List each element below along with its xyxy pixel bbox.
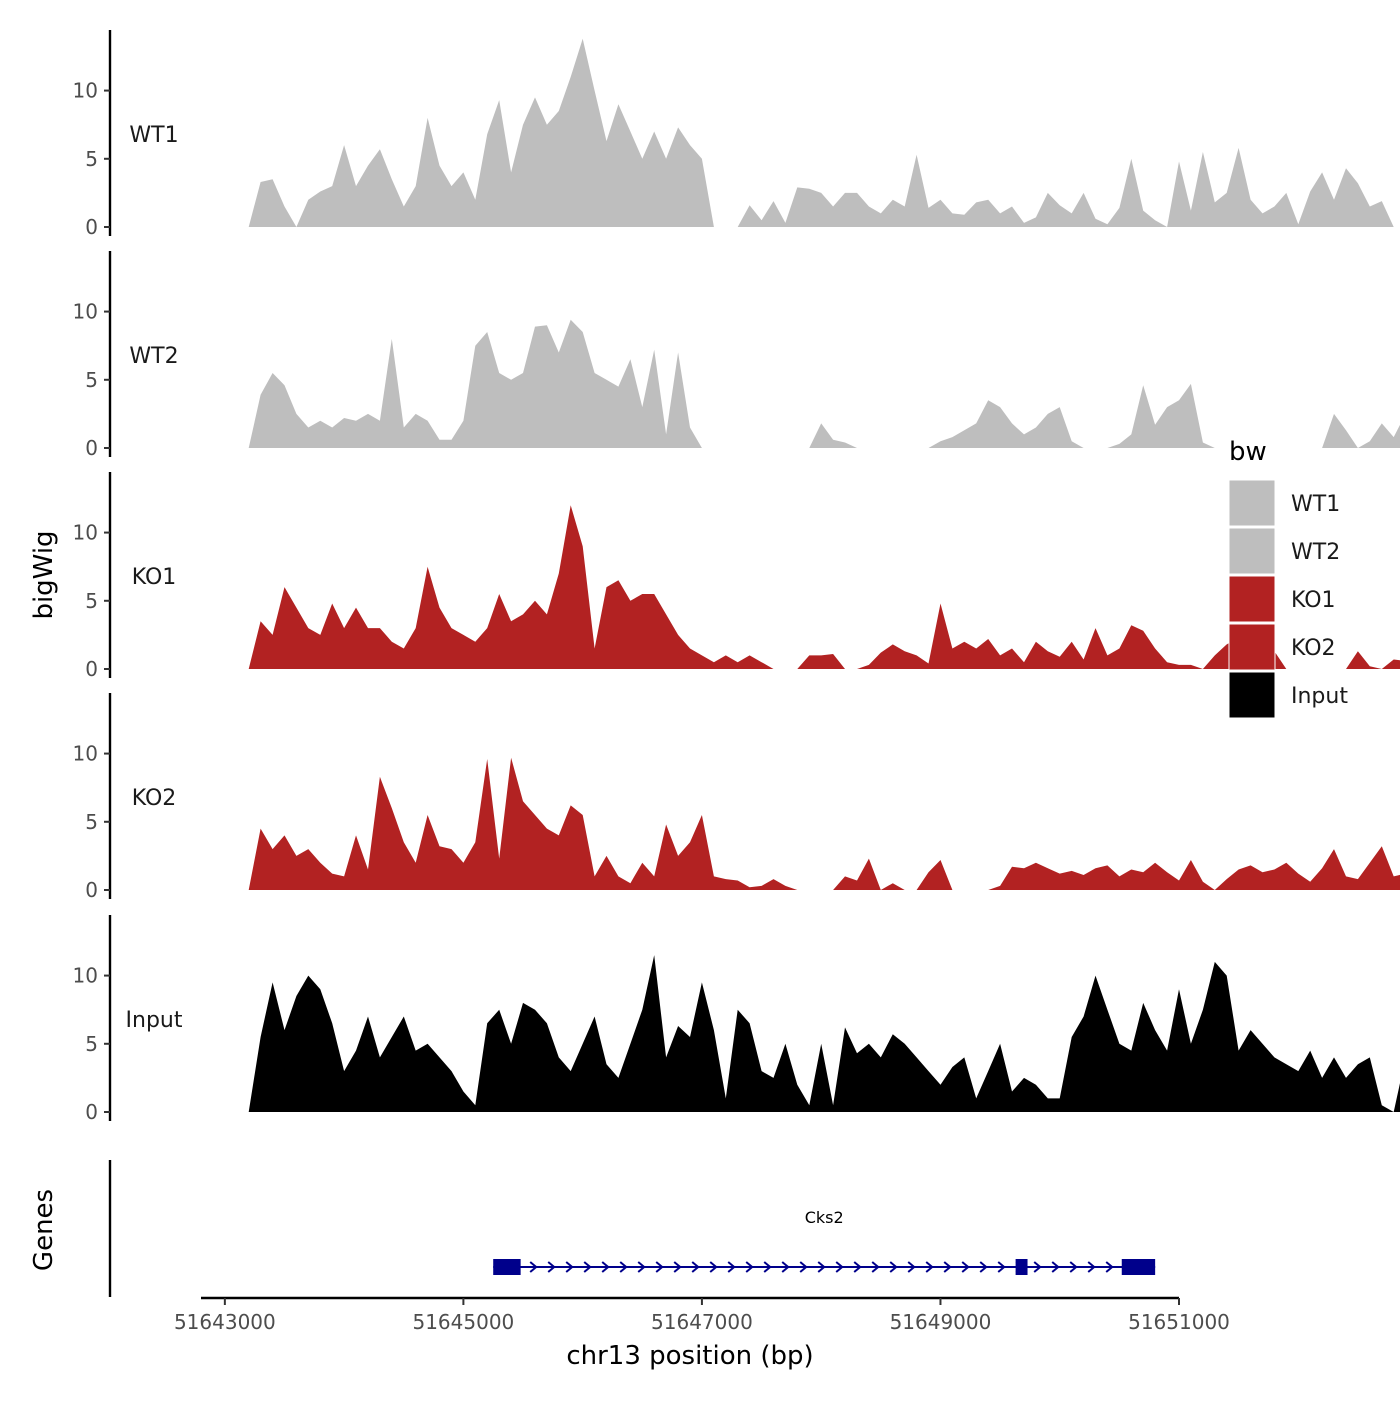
track-label-input: Input bbox=[126, 1008, 183, 1033]
legend-key-wt1 bbox=[1228, 479, 1276, 527]
strand-arrow bbox=[727, 1261, 736, 1273]
track-label-ko2: KO2 bbox=[132, 786, 177, 811]
strand-arrow bbox=[889, 1261, 898, 1273]
coverage-tracks: 0 5 10 WT1 0 5 10 WT2 0 5 10 KO1 0 5 10 KO2 0 5 10 Input bbox=[73, 30, 1400, 1124]
legend-key-input bbox=[1228, 671, 1276, 719]
strand-arrow bbox=[565, 1261, 574, 1273]
y-axis-title: bigWig bbox=[29, 530, 59, 619]
strand-arrow bbox=[961, 1261, 970, 1273]
strand-arrow bbox=[871, 1261, 880, 1273]
track-wt1: 0 5 10 WT1 bbox=[73, 30, 1394, 239]
y-tick-label: 5 bbox=[85, 810, 98, 834]
strand-arrow bbox=[1069, 1261, 1078, 1273]
strand-arrow bbox=[853, 1261, 862, 1273]
coverage-area-input bbox=[248, 955, 1400, 1112]
strand-arrow bbox=[619, 1261, 628, 1273]
coverage-area-ko1 bbox=[248, 505, 1400, 669]
strand-arrow bbox=[601, 1261, 610, 1273]
y-tick-label: 10 bbox=[73, 79, 98, 103]
y-tick-label: 5 bbox=[85, 589, 98, 613]
track-label-wt2: WT2 bbox=[129, 344, 178, 369]
y-tick-label: 5 bbox=[85, 1032, 98, 1056]
strand-arrow bbox=[709, 1261, 718, 1273]
y-tick-label: 0 bbox=[85, 215, 98, 239]
legend-label-ko2: KO2 bbox=[1291, 636, 1336, 661]
y-tick-label: 5 bbox=[85, 368, 98, 392]
coverage-area-wt1 bbox=[248, 38, 1394, 228]
strand-arrow bbox=[799, 1261, 808, 1273]
legend-title: bw bbox=[1229, 437, 1267, 467]
x-tick-label: 51649000 bbox=[890, 1310, 992, 1334]
strand-arrow bbox=[529, 1261, 538, 1273]
y-tick-label: 0 bbox=[85, 1100, 98, 1124]
strand-arrow bbox=[1033, 1261, 1042, 1273]
y-tick-label: 0 bbox=[85, 878, 98, 902]
strand-arrow bbox=[673, 1261, 682, 1273]
x-tick-label: 51643000 bbox=[174, 1310, 276, 1334]
exon-block bbox=[1121, 1259, 1156, 1275]
strand-arrow bbox=[745, 1261, 754, 1273]
genes-axis-title: Genes bbox=[29, 1189, 59, 1271]
exon-block bbox=[1015, 1259, 1028, 1275]
strand-arrow bbox=[1087, 1261, 1096, 1273]
x-tick-label: 51651000 bbox=[1128, 1310, 1230, 1334]
track-wt2: 0 5 10 WT2 bbox=[73, 251, 1400, 460]
y-tick-label: 0 bbox=[85, 657, 98, 681]
coverage-area-wt2 bbox=[248, 319, 1400, 448]
y-tick-label: 10 bbox=[73, 742, 98, 766]
legend-label-wt2: WT2 bbox=[1291, 540, 1340, 565]
gene-name-label: Cks2 bbox=[805, 1208, 844, 1227]
x-axis: 51643000 51645000 51647000 51649000 51651000 bbox=[174, 1296, 1230, 1334]
track-ko2: 0 5 10 KO2 bbox=[73, 693, 1400, 902]
track-ko1: 0 5 10 KO1 bbox=[73, 472, 1400, 681]
legend-key-ko2 bbox=[1228, 623, 1276, 671]
strand-arrow bbox=[925, 1261, 934, 1273]
legend-key-ko1 bbox=[1228, 575, 1276, 623]
track-label-wt1: WT1 bbox=[129, 123, 178, 148]
legend-label-wt1: WT1 bbox=[1291, 492, 1340, 517]
strand-arrow bbox=[655, 1261, 664, 1273]
legend-label-ko1: KO1 bbox=[1291, 588, 1336, 613]
y-tick-label: 10 bbox=[73, 300, 98, 324]
strand-arrow bbox=[835, 1261, 844, 1273]
strand-arrow bbox=[1105, 1261, 1114, 1273]
strand-arrow bbox=[817, 1261, 826, 1273]
y-tick-label: 5 bbox=[85, 147, 98, 171]
strand-arrow bbox=[547, 1261, 556, 1273]
y-tick-label: 10 bbox=[73, 521, 98, 545]
strand-arrow bbox=[1051, 1261, 1060, 1273]
strand-arrow bbox=[583, 1261, 592, 1273]
legend-key-wt2 bbox=[1228, 527, 1276, 575]
coverage-area-ko2 bbox=[248, 757, 1400, 890]
strand-arrow bbox=[691, 1261, 700, 1273]
y-tick-label: 0 bbox=[85, 436, 98, 460]
strand-arrow bbox=[907, 1261, 916, 1273]
strand-arrow bbox=[781, 1261, 790, 1273]
strand-arrow bbox=[979, 1261, 988, 1273]
strand-arrow bbox=[763, 1261, 772, 1273]
track-input: 0 5 10 Input bbox=[73, 915, 1400, 1124]
strand-arrow bbox=[997, 1261, 1006, 1273]
x-axis-title: chr13 position (bp) bbox=[566, 1341, 813, 1371]
strand-arrow bbox=[943, 1261, 952, 1273]
strand-arrow bbox=[637, 1261, 646, 1273]
track-label-ko1: KO1 bbox=[132, 565, 177, 590]
y-tick-label: 10 bbox=[73, 964, 98, 988]
x-tick-label: 51645000 bbox=[412, 1310, 514, 1334]
gene-track: Cks2 bbox=[108, 1160, 1156, 1297]
x-tick-label: 51647000 bbox=[651, 1310, 753, 1334]
exon-block bbox=[493, 1259, 521, 1275]
legend-label-input: Input bbox=[1291, 684, 1348, 709]
legend: bw WT1 WT2 KO1 KO2 Input bbox=[1228, 437, 1348, 719]
